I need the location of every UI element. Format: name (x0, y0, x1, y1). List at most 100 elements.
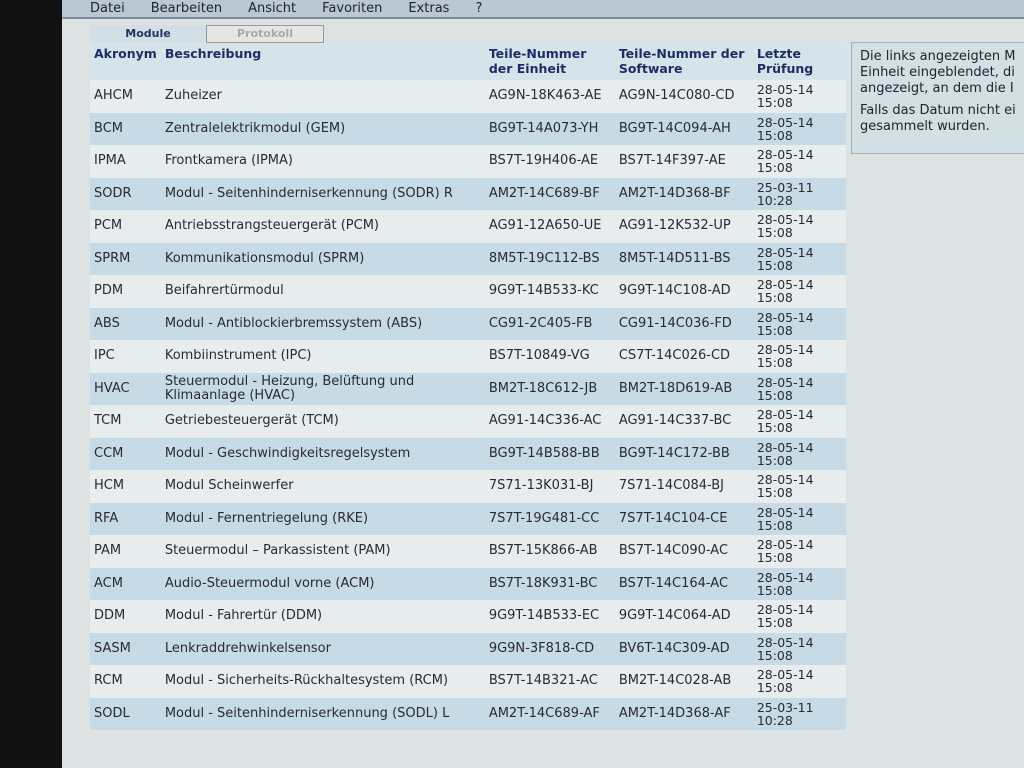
table-row[interactable]: HVAC Steuermodul - Heizung, Belüftung und… (90, 372, 846, 405)
menu-help[interactable]: ? (475, 1, 483, 16)
cell-unit-part-number: AG9N-18K463-AE (488, 88, 602, 104)
cell-software-part-number: BS7T-14F397-AE (618, 153, 726, 169)
table-row[interactable]: SASM Lenkraddrehwinkelsensor 9G9N-3F818-CD… (90, 632, 846, 665)
table-row[interactable]: PDM Beifahrertürmodul 9G9T-14B533-KC 9G9T-1… (90, 275, 846, 308)
cell-unit-part-number: 9G9T-14B533-KC (488, 283, 599, 299)
cell-description: Steuermodul - Heizung, Belüftung und Kli… (160, 372, 485, 405)
application-window: Datei Bearbeiten Ansicht Favoriten Extra… (62, 0, 1024, 768)
cell-description: Modul - Seitenhinderniserkennung (SODL) … (160, 697, 485, 730)
cell-unit-part-number: AM2T-14C689-BF (484, 177, 615, 210)
header-software-part-number: Teile-Nummer der Software (614, 44, 753, 80)
table-row[interactable]: SODL Modul - Seitenhinderniserkennung (SO… (90, 697, 846, 730)
cell-acronym: RFA (90, 502, 161, 535)
menu-ansicht[interactable]: Ansicht (248, 1, 297, 16)
table-row[interactable]: TCM Getriebesteuergerät (TCM) AG91-14C336-… (90, 405, 846, 438)
cell-software-part-number: AG91-12K532-UP (618, 218, 731, 234)
cell-last-check: 28-05-14 15:08 (756, 407, 814, 436)
cell-unit-part-number: BS7T-18K931-BC (484, 567, 615, 600)
header-acronym: Akronym (90, 44, 161, 80)
cell-acronym: PAM (94, 543, 122, 559)
table-row[interactable]: DDM Modul - Fahrertür (DDM) 9G9T-14B533-EC… (90, 600, 846, 633)
cell-acronym: BCM (90, 112, 161, 145)
menu-datei[interactable]: Datei (90, 1, 125, 16)
cell-acronym: SODL (90, 697, 161, 730)
menu-favoriten[interactable]: Favoriten (322, 1, 383, 16)
cell-acronym: IPMA (94, 153, 126, 169)
table-row[interactable]: CCM Modul - Geschwindigkeitsregelsystem BG… (90, 437, 846, 470)
cell-description: Antriebsstrangsteuergerät (PCM) (164, 218, 379, 234)
table-row[interactable]: ACM Audio-Steuermodul vorne (ACM) BS7T-18K… (90, 567, 846, 600)
table-row[interactable]: BCM Zentralelektrikmodul (GEM) BG9T-14A073… (90, 112, 846, 145)
cell-unit-part-number: 7S71-13K031-BJ (488, 478, 594, 494)
table-row[interactable]: IPC Kombiinstrument (IPC) BS7T-10849-VG CS7… (90, 340, 846, 373)
tab-protokoll[interactable]: Protokoll (206, 25, 324, 43)
table-row[interactable]: HCM Modul Scheinwerfer 7S71-13K031-BJ 7S71-… (90, 470, 846, 503)
cell-last-check: 28-05-14 15:08 (752, 567, 846, 600)
header-unit-part-number: Teile-Nummer der Einheit (484, 44, 615, 80)
table-row[interactable]: PCM Antriebsstrangsteuergerät (PCM) AG91-1… (90, 210, 846, 243)
cell-acronym: HVAC (90, 372, 161, 405)
cell-unit-part-number: CG91-2C405-FB (484, 307, 615, 340)
info-text: gesammelt wurden. (860, 119, 990, 134)
menu-extras[interactable]: Extras (408, 1, 450, 16)
cell-description: Modul - Fahrertür (DDM) (164, 608, 323, 624)
cell-software-part-number: AM2T-14D368-BF (614, 177, 753, 210)
cell-software-part-number: 7S7T-14C104-CE (614, 502, 753, 535)
cell-acronym: RCM (94, 673, 123, 689)
cell-acronym: SODR (90, 177, 161, 210)
cell-software-part-number: 9G9T-14C108-AD (618, 283, 731, 299)
table-row[interactable]: ABS Modul - Antiblockierbremssystem (ABS)… (90, 307, 846, 340)
tab-bar: Module Protokoll (90, 25, 324, 43)
header-last-check: Letzte Prüfung (752, 44, 846, 80)
cell-last-check: 28-05-14 15:08 (756, 212, 814, 241)
cell-acronym: HCM (94, 478, 125, 494)
cell-unit-part-number: BS7T-19H406-AE (488, 153, 599, 169)
menu-bar: Datei Bearbeiten Ansicht Favoriten Extra… (62, 0, 1024, 19)
cell-unit-part-number: 9G9N-3F818-CD (484, 632, 615, 665)
cell-software-part-number: BM2T-14C028-AB (618, 673, 732, 689)
cell-acronym: IPC (94, 348, 115, 364)
cell-acronym: SPRM (90, 242, 161, 275)
table-row[interactable]: RFA Modul - Fernentriegelung (RKE) 7S7T-19… (90, 502, 846, 535)
cell-software-part-number: BG9T-14C172-BB (614, 437, 753, 470)
table-row[interactable]: RCM Modul - Sicherheits-Rückhaltesystem (… (90, 665, 846, 698)
cell-acronym: DDM (94, 608, 126, 624)
cell-last-check: 28-05-14 15:08 (752, 242, 846, 275)
cell-acronym: PDM (94, 283, 124, 299)
cell-acronym: AHCM (94, 88, 133, 104)
cell-description: Frontkamera (IPMA) (164, 153, 293, 169)
cell-description: Lenkraddrehwinkelsensor (160, 632, 485, 665)
cell-description: Beifahrertürmodul (164, 283, 284, 299)
cell-software-part-number: CS7T-14C026-CD (618, 348, 731, 364)
cell-last-check: 28-05-14 15:08 (756, 602, 814, 631)
cell-description: Kombiinstrument (IPC) (164, 348, 312, 364)
cell-description: Modul - Fernentriegelung (RKE) (160, 502, 485, 535)
cell-software-part-number: CG91-14C036-FD (614, 307, 753, 340)
module-table: Akronym Beschreibung Teile-Nummer der Ei… (90, 44, 846, 730)
table-row[interactable]: AHCM Zuheizer AG9N-18K463-AE AG9N-14C080-CD… (90, 80, 846, 113)
cell-acronym: ACM (90, 567, 161, 600)
info-text: Einheit eingeblendet, di (860, 65, 1015, 80)
info-text: angezeigt, an dem die I (860, 81, 1014, 96)
table-row[interactable]: SODR Modul - Seitenhinderniserkennung (SO… (90, 177, 846, 210)
table-row[interactable]: IPMA Frontkamera (IPMA) BS7T-19H406-AE BS7T… (90, 145, 846, 178)
info-panel: Die links angezeigten M Einheit eingeblen… (851, 42, 1024, 154)
menu-bearbeiten[interactable]: Bearbeiten (150, 1, 223, 16)
cell-last-check: 28-05-14 15:08 (752, 307, 846, 340)
cell-last-check: 28-05-14 15:08 (752, 112, 846, 145)
cell-unit-part-number: AG91-14C336-AC (488, 413, 602, 429)
cell-software-part-number: 7S71-14C084-BJ (618, 478, 724, 494)
cell-last-check: 28-05-14 15:08 (756, 147, 814, 176)
cell-description: Modul - Seitenhinderniserkennung (SODR) … (160, 177, 485, 210)
cell-description: Steuermodul – Parkassistent (PAM) (164, 543, 391, 559)
tab-module[interactable]: Module (90, 25, 206, 43)
info-text: Die links angezeigten M (860, 49, 1016, 64)
cell-description: Modul - Sicherheits-Rückhaltesystem (RCM… (164, 673, 449, 689)
cell-description: Kommunikationsmodul (SPRM) (160, 242, 485, 275)
cell-software-part-number: BM2T-18D619-AB (614, 372, 753, 405)
table-row[interactable]: SPRM Kommunikationsmodul (SPRM) 8M5T-19C11… (90, 242, 846, 275)
table-row[interactable]: PAM Steuermodul – Parkassistent (PAM) BS7T… (90, 535, 846, 568)
cell-description: Audio-Steuermodul vorne (ACM) (160, 567, 485, 600)
cell-software-part-number: AM2T-14D368-AF (614, 697, 753, 730)
info-text: Falls das Datum nicht ei (860, 103, 1016, 118)
